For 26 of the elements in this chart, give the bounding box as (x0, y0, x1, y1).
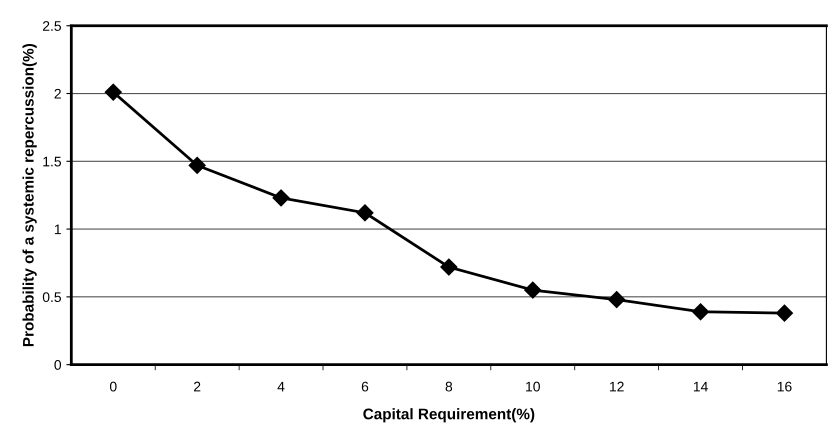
x-tick-label: 14 (694, 382, 708, 392)
point (356, 204, 374, 222)
x-tick-label: 6 (362, 382, 368, 392)
x-tick-label: 0 (110, 382, 117, 392)
x-tick-label: 12 (610, 382, 624, 392)
point (692, 303, 710, 320)
point (608, 291, 626, 308)
x-axis-title: Capital Requirement(%) (363, 408, 534, 422)
y-tick-label: 0.5 (42, 292, 62, 302)
x-tick-label: 4 (278, 382, 285, 392)
point (524, 282, 542, 299)
point (104, 84, 122, 101)
x-tick-label: 2 (194, 382, 200, 392)
y-axis-title: Probability of a systemic repercussion(%) (22, 44, 37, 346)
y-tick-label: 2 (54, 88, 61, 99)
x-tick-label: 10 (526, 382, 540, 392)
y-tick-label: 0 (54, 360, 62, 370)
x-tick-label: 16 (778, 382, 792, 392)
x-tick-label: 8 (446, 382, 452, 392)
point (776, 304, 794, 322)
y-tick-label: 2.5 (42, 21, 62, 31)
y-tick-label: 1.5 (43, 156, 62, 166)
point (188, 156, 206, 174)
point (272, 189, 290, 206)
point (440, 258, 458, 276)
y-tick-label: 1 (54, 224, 61, 234)
